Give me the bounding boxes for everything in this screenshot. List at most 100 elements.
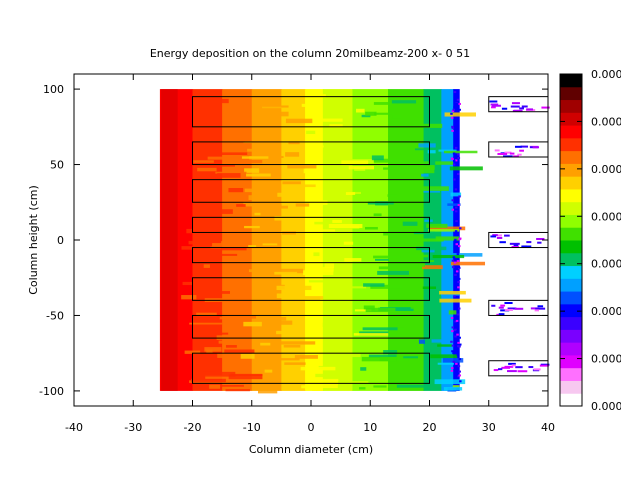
- heatmap-cell: [232, 195, 246, 198]
- heatmap-cell: [285, 118, 313, 124]
- heatmap-cell: [455, 220, 458, 223]
- side-cell: [515, 366, 523, 369]
- side-cell: [513, 155, 519, 158]
- heatmap-cell: [256, 286, 270, 291]
- heatmap-cell: [373, 158, 402, 163]
- heatmap-cell: [315, 373, 330, 378]
- side-cell: [509, 152, 515, 155]
- x-tick-label: 30: [482, 421, 496, 434]
- side-cell: [497, 152, 508, 155]
- heatmap-cell: [454, 188, 458, 191]
- heatmap-cell: [457, 265, 461, 268]
- colorbar-swatch: [560, 163, 582, 177]
- heatmap-cell: [230, 373, 263, 377]
- y-tick-label: -100: [39, 385, 64, 398]
- heatmap-cell: [456, 260, 460, 263]
- heatmap-cell: [214, 384, 244, 387]
- heatmap-cell: [240, 353, 255, 359]
- x-tick-label: 10: [363, 421, 377, 434]
- heatmap-cell: [450, 369, 454, 372]
- x-tick-label: 0: [308, 421, 315, 434]
- heatmap-cell: [309, 229, 336, 232]
- side-cell: [532, 146, 540, 149]
- heatmap-cell: [452, 160, 456, 163]
- heatmap-cell: [274, 271, 298, 275]
- heatmap-cell: [450, 116, 454, 119]
- heatmap-cell: [370, 284, 403, 289]
- heatmap-cell: [456, 117, 460, 120]
- heatmap-cell: [220, 291, 231, 294]
- heatmap-cell: [451, 266, 455, 269]
- colorbar-swatch: [560, 342, 582, 356]
- heatmap-cell: [319, 94, 326, 98]
- colorbar-tick-label: 0.000: [591, 400, 621, 413]
- heatmap-cell: [451, 367, 454, 370]
- heatmap-cell: [399, 161, 429, 166]
- heatmap-cell: [203, 264, 210, 268]
- heatmap-cell: [452, 163, 456, 166]
- side-cell: [519, 149, 524, 152]
- heatmap-cell: [276, 293, 288, 299]
- heatmap-cell: [315, 380, 339, 385]
- heatmap-cell: [455, 102, 458, 105]
- side-box-group-1: [488, 141, 549, 158]
- heatmap-cell: [264, 369, 273, 373]
- heatmap-cell: [277, 192, 301, 197]
- heatmap-cell: [383, 167, 396, 170]
- heatmap-cell: [247, 148, 257, 152]
- heatmap-cell: [229, 332, 244, 337]
- side-cell: [537, 305, 544, 308]
- heatmap-cell: [443, 150, 478, 154]
- heatmap-cell: [248, 195, 262, 200]
- heatmap-cell: [277, 320, 293, 325]
- heatmap-cell: [271, 111, 289, 117]
- heatmap-cell: [316, 118, 343, 122]
- heatmap-cell: [208, 253, 238, 256]
- side-box-group-3: [488, 299, 549, 316]
- heatmap-cell: [420, 260, 429, 264]
- heatmap-cell: [361, 114, 371, 118]
- heatmap-cell: [377, 270, 409, 275]
- side-cell: [491, 106, 496, 109]
- heatmap-cell: [344, 381, 369, 384]
- side-box-group-2: [488, 231, 549, 249]
- heatmap-cell: [434, 379, 466, 385]
- heatmap-cell: [243, 201, 276, 207]
- heatmap-cell: [457, 365, 461, 368]
- heatmap-cell: [205, 375, 224, 380]
- heatmap-cell: [284, 362, 306, 365]
- side-cell: [519, 107, 524, 110]
- heatmap-cell: [313, 252, 320, 257]
- heatmap-cell: [294, 355, 318, 359]
- heatmap-cell: [306, 383, 338, 389]
- heatmap-cell: [457, 153, 460, 156]
- x-tick-label: 40: [541, 421, 555, 434]
- heatmap-cell: [454, 146, 458, 149]
- inner-box-0: [192, 96, 430, 128]
- colorbar-swatch: [560, 86, 582, 101]
- heatmap-cell: [426, 223, 448, 228]
- heatmap-cell: [224, 361, 249, 364]
- heatmap-cell: [449, 166, 483, 171]
- heatmap-cell: [184, 350, 201, 354]
- heatmap-cell: [203, 368, 215, 372]
- heatmap-cell: [439, 298, 472, 303]
- heatmap-cell: [258, 155, 284, 159]
- heatmap-cell: [453, 232, 456, 235]
- inner-box-2: [192, 179, 430, 203]
- heatmap-cell: [454, 320, 457, 323]
- colorbar-swatch: [560, 137, 582, 152]
- heatmap-cell: [456, 253, 460, 256]
- heatmap-cell: [455, 270, 459, 273]
- heatmap-cell: [277, 268, 304, 274]
- chart-title: Energy deposition on the column 20milbea…: [150, 47, 470, 60]
- x-tick-label: -40: [65, 421, 83, 434]
- heatmap-cell: [450, 253, 483, 257]
- heatmap-cell: [347, 353, 361, 358]
- colorbar-tick-label: 0.000: [591, 258, 621, 271]
- heatmap-cell: [450, 316, 454, 319]
- x-axis-label: Column diameter (cm): [249, 443, 373, 456]
- heatmap-cell: [451, 330, 454, 333]
- heatmap-cell: [451, 126, 455, 129]
- heatmap-cell: [459, 227, 462, 230]
